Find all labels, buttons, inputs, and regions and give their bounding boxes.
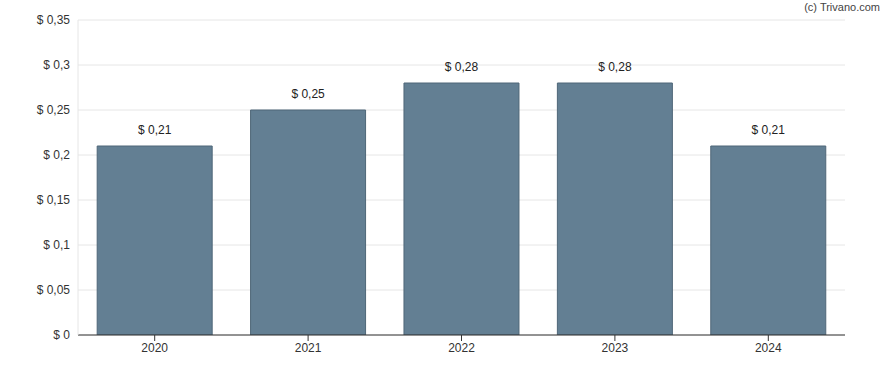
svg-text:$ 0,2: $ 0,2 <box>43 148 70 162</box>
svg-text:2024: 2024 <box>755 341 782 355</box>
svg-text:$ 0,15: $ 0,15 <box>37 193 71 207</box>
html-text:(c) Trivano.com: (c) Trivano.com <box>804 1 880 13</box>
svg-text:$ 0,21: $ 0,21 <box>752 123 786 137</box>
svg-text:2023: 2023 <box>602 341 629 355</box>
svg-text:$ 0,28: $ 0,28 <box>445 60 479 74</box>
svg-text:$ 0,1: $ 0,1 <box>43 238 70 252</box>
svg-text:2021: 2021 <box>295 341 322 355</box>
svg-text:$ 0,25: $ 0,25 <box>291 87 325 101</box>
svg-text:$ 0,25: $ 0,25 <box>37 103 71 117</box>
svg-text:$ 0,3: $ 0,3 <box>43 58 70 72</box>
svg-text:$ 0,28: $ 0,28 <box>598 60 632 74</box>
svg-text:$ 0: $ 0 <box>53 328 70 342</box>
svg-text:2022: 2022 <box>448 341 475 355</box>
svg-text:2020: 2020 <box>141 341 168 355</box>
svg-text:$ 0,35: $ 0,35 <box>37 13 71 27</box>
svg-text:$ 0,21: $ 0,21 <box>138 123 172 137</box>
svg-text:$ 0,05: $ 0,05 <box>37 283 71 297</box>
